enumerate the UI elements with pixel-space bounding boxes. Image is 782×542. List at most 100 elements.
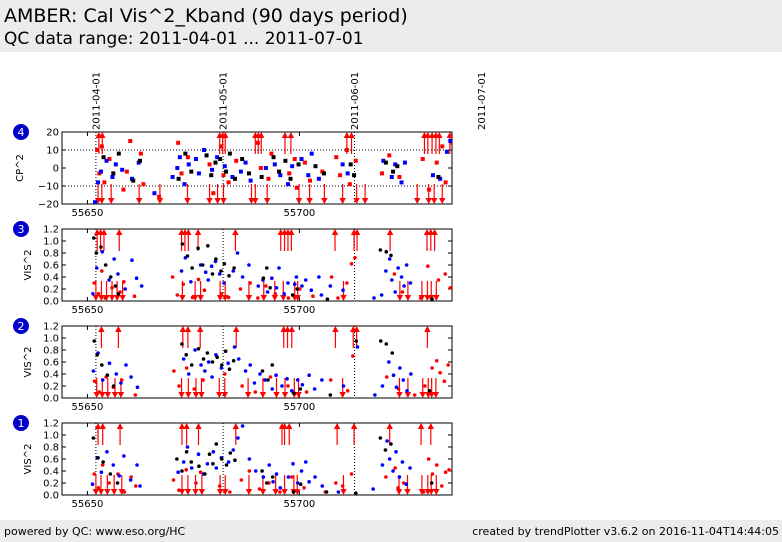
y-tick-label: 1.2: [43, 322, 59, 333]
blue-data-point: [211, 450, 216, 454]
blue-data-point: [307, 373, 311, 378]
blue-data-point: [226, 361, 230, 366]
blue-data-point: [243, 160, 248, 165]
black-data-point: [246, 171, 251, 176]
black-data-point: [96, 456, 100, 460]
red-data-point: [257, 487, 262, 491]
black-data-point: [184, 450, 189, 454]
red-data-point: [423, 384, 427, 388]
y-tick-label: 0.8: [43, 346, 59, 357]
blue-data-point: [135, 463, 139, 467]
blue-data-point: [217, 272, 222, 276]
red-data-point: [397, 175, 402, 179]
black-data-point: [203, 472, 207, 476]
upper-limit-arrow: [288, 326, 295, 348]
red-data-point: [177, 384, 181, 388]
blue-data-point: [393, 290, 397, 294]
upper-limit-arrow: [427, 423, 435, 445]
red-data-point: [298, 287, 302, 291]
blue-data-point: [99, 169, 103, 174]
black-data-point: [390, 351, 395, 355]
blue-data-point: [399, 180, 404, 185]
black-data-point: [219, 269, 223, 273]
red-data-point: [194, 481, 198, 485]
black-data-point: [91, 436, 96, 440]
red-data-point: [218, 144, 223, 149]
blue-data-point: [286, 475, 291, 479]
upper-limit-arrow: [183, 423, 190, 445]
red-data-point: [278, 490, 282, 494]
lower-limit-arrow: [339, 184, 346, 204]
panel-number: 3: [18, 223, 25, 236]
lower-limit-arrow: [198, 475, 206, 495]
lower-limit-arrow: [430, 184, 438, 204]
lower-limit-arrow: [221, 378, 228, 398]
upper-limit-arrow: [281, 423, 288, 445]
black-data-point: [298, 482, 303, 487]
red-data-point: [198, 470, 203, 475]
black-data-point: [180, 242, 185, 246]
lower-limit-arrow: [244, 378, 252, 398]
black-data-point: [261, 276, 266, 280]
blue-data-point: [248, 178, 253, 183]
upper-limit-arrow: [424, 326, 431, 348]
black-data-point: [378, 436, 383, 440]
red-data-point: [392, 272, 397, 276]
black-data-point: [227, 151, 232, 156]
black-data-point: [290, 293, 295, 297]
lower-limit-arrow: [281, 378, 289, 398]
black-data-point: [264, 266, 269, 270]
blue-data-point: [387, 360, 391, 364]
black-data-point: [116, 151, 121, 156]
lower-limit-arrow: [414, 184, 421, 204]
red-data-point: [196, 277, 201, 282]
black-data-point: [240, 157, 245, 161]
blue-data-point: [278, 486, 283, 490]
y-tick-label: 0.8: [43, 443, 59, 454]
blue-data-point: [272, 162, 277, 167]
red-data-point: [239, 478, 244, 482]
blue-data-point: [380, 384, 385, 388]
black-data-point: [384, 250, 389, 254]
blue-data-point: [129, 375, 133, 379]
black-data-point: [378, 339, 383, 343]
red-data-point: [228, 490, 232, 494]
blue-data-point: [99, 470, 104, 475]
blue-data-point: [93, 200, 98, 204]
red-data-point: [387, 153, 392, 158]
blue-data-point: [210, 167, 215, 172]
red-data-point: [286, 384, 290, 388]
lower-limit-arrow: [321, 184, 328, 204]
black-data-point: [214, 257, 218, 261]
blue-data-point: [274, 373, 278, 378]
black-data-point: [108, 275, 113, 279]
red-data-point: [110, 286, 114, 290]
black-data-point: [264, 481, 269, 485]
blue-data-point: [185, 445, 190, 449]
blue-data-point: [235, 251, 240, 255]
blue-data-point: [152, 191, 157, 196]
lower-limit-arrow: [273, 378, 280, 398]
blue-data-point: [299, 157, 304, 161]
lower-limit-arrow: [263, 184, 271, 204]
red-data-point: [132, 294, 137, 298]
red-data-point: [258, 166, 263, 170]
red-data-point: [266, 176, 271, 181]
black-data-point: [211, 462, 215, 466]
red-data-point: [175, 293, 180, 297]
blue-data-point: [393, 162, 398, 167]
y-tick-label: 0.4: [43, 370, 59, 381]
red-data-point: [122, 280, 126, 284]
footer: powered by QC: www.eso.org/HC created by…: [0, 520, 782, 542]
black-data-point: [260, 469, 264, 473]
black-data-point: [189, 363, 194, 367]
lower-limit-arrow: [98, 281, 105, 301]
red-data-point: [184, 468, 189, 472]
lower-limit-arrow: [216, 475, 224, 495]
black-data-point: [232, 176, 237, 181]
x-tick-label: 55650: [72, 305, 104, 316]
red-data-point: [226, 180, 231, 185]
blue-data-point: [196, 452, 201, 457]
red-data-point: [96, 292, 101, 296]
blue-data-point: [384, 269, 388, 273]
